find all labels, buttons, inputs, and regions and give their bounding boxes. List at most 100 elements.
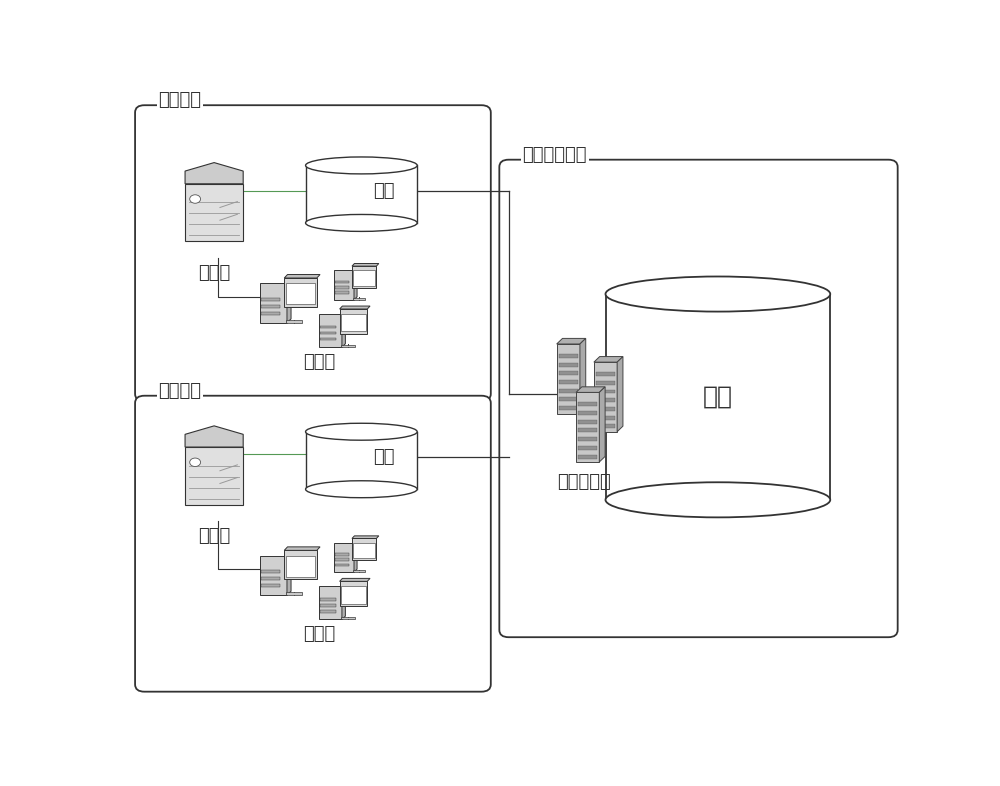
Bar	[578, 437, 597, 441]
Bar	[320, 338, 336, 340]
Bar	[286, 284, 315, 304]
Polygon shape	[284, 547, 320, 550]
Polygon shape	[340, 306, 370, 309]
Bar	[334, 270, 354, 299]
Polygon shape	[287, 552, 291, 595]
Ellipse shape	[606, 277, 830, 311]
Bar	[319, 314, 342, 347]
Bar	[576, 392, 599, 462]
Bar	[559, 354, 578, 358]
Circle shape	[190, 458, 201, 467]
Bar	[335, 559, 349, 561]
Bar	[559, 406, 578, 410]
Text: 多个服务器: 多个服务器	[557, 472, 611, 490]
Text: 数据: 数据	[373, 182, 394, 200]
Bar	[596, 416, 615, 420]
Bar	[320, 598, 336, 601]
Bar	[335, 553, 349, 556]
Bar	[320, 604, 336, 607]
Bar	[353, 542, 375, 558]
Polygon shape	[617, 357, 623, 432]
Bar	[335, 286, 349, 288]
Polygon shape	[594, 357, 623, 362]
Bar	[261, 312, 280, 315]
Bar	[261, 305, 280, 308]
Text: 上海库房: 上海库房	[158, 382, 201, 400]
Ellipse shape	[306, 481, 417, 498]
Bar	[260, 284, 287, 323]
Bar	[606, 294, 830, 500]
Polygon shape	[352, 263, 379, 266]
Circle shape	[190, 195, 201, 204]
Ellipse shape	[306, 215, 417, 231]
Bar	[334, 542, 354, 572]
Bar	[340, 582, 367, 606]
Polygon shape	[599, 387, 605, 462]
Polygon shape	[340, 578, 370, 582]
Bar	[353, 298, 365, 299]
Bar	[353, 570, 365, 572]
Bar	[559, 389, 578, 393]
Bar	[578, 428, 597, 432]
Bar	[320, 325, 336, 329]
Bar	[341, 586, 366, 604]
Bar	[559, 398, 578, 402]
Ellipse shape	[606, 483, 830, 517]
Bar	[306, 432, 417, 489]
Polygon shape	[354, 267, 357, 299]
Bar	[596, 390, 615, 394]
Bar	[578, 420, 597, 424]
Bar	[286, 556, 315, 577]
FancyBboxPatch shape	[135, 105, 491, 401]
Bar	[596, 399, 615, 402]
Bar	[578, 402, 597, 406]
Polygon shape	[185, 426, 243, 447]
Bar	[596, 424, 615, 428]
Bar	[341, 345, 355, 347]
Text: 北京库房: 北京库房	[158, 91, 201, 109]
Ellipse shape	[306, 423, 417, 440]
Text: 客户端: 客户端	[303, 625, 335, 643]
Bar	[596, 381, 615, 385]
Bar	[596, 407, 615, 411]
Bar	[578, 446, 597, 450]
Bar	[352, 266, 376, 288]
Bar	[559, 362, 578, 366]
Bar	[335, 292, 349, 294]
Polygon shape	[185, 163, 243, 184]
Bar	[594, 362, 617, 432]
Text: 集中部署服务: 集中部署服务	[523, 146, 587, 164]
Polygon shape	[352, 536, 379, 538]
Bar	[260, 556, 287, 595]
Bar	[335, 281, 349, 283]
Bar	[596, 372, 615, 376]
Bar	[340, 309, 367, 334]
Bar	[320, 610, 336, 613]
Bar	[306, 165, 417, 223]
Bar	[261, 570, 280, 573]
Bar	[341, 617, 355, 619]
Polygon shape	[284, 274, 320, 278]
Bar	[352, 538, 376, 560]
Polygon shape	[342, 310, 345, 347]
Bar	[286, 320, 302, 323]
Bar	[559, 371, 578, 375]
Text: 服务器: 服务器	[198, 264, 230, 282]
Text: 数据: 数据	[703, 385, 733, 409]
Bar	[286, 593, 302, 595]
Bar	[319, 586, 342, 619]
Polygon shape	[287, 280, 291, 323]
Text: 数据: 数据	[373, 449, 394, 466]
Text: 客户端: 客户端	[303, 353, 335, 371]
Bar	[284, 550, 317, 579]
Bar	[284, 278, 317, 307]
Polygon shape	[342, 582, 345, 619]
Bar	[185, 447, 243, 505]
Bar	[557, 344, 580, 413]
Polygon shape	[580, 339, 586, 413]
Bar	[320, 332, 336, 334]
Polygon shape	[576, 387, 605, 392]
FancyBboxPatch shape	[135, 395, 491, 692]
Bar	[261, 577, 280, 580]
Text: 服务器: 服务器	[198, 527, 230, 545]
